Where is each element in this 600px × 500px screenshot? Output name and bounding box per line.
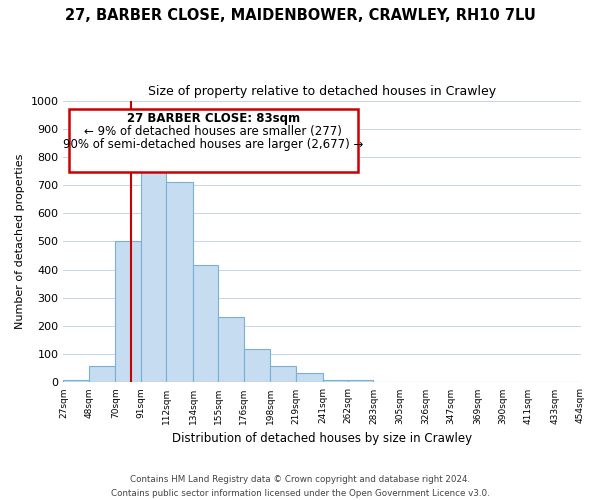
- Bar: [89, 366, 115, 382]
- FancyBboxPatch shape: [68, 109, 358, 172]
- Text: 90% of semi-detached houses are larger (2,677) →: 90% of semi-detached houses are larger (…: [63, 138, 364, 151]
- Bar: [244, 349, 271, 382]
- Text: 27 BARBER CLOSE: 83sqm: 27 BARBER CLOSE: 83sqm: [127, 112, 300, 126]
- Bar: [218, 317, 244, 382]
- Bar: [141, 152, 166, 382]
- Title: Size of property relative to detached houses in Crawley: Size of property relative to detached ho…: [148, 85, 496, 98]
- Bar: [296, 373, 323, 382]
- Bar: [271, 366, 296, 382]
- Bar: [115, 242, 141, 382]
- Bar: [166, 182, 193, 382]
- Text: ← 9% of detached houses are smaller (277): ← 9% of detached houses are smaller (277…: [85, 126, 343, 138]
- Bar: [64, 380, 89, 382]
- Bar: [193, 266, 218, 382]
- Text: 27, BARBER CLOSE, MAIDENBOWER, CRAWLEY, RH10 7LU: 27, BARBER CLOSE, MAIDENBOWER, CRAWLEY, …: [65, 8, 535, 22]
- Bar: [323, 380, 348, 382]
- Bar: [348, 380, 373, 382]
- Y-axis label: Number of detached properties: Number of detached properties: [15, 154, 25, 329]
- Text: Contains HM Land Registry data © Crown copyright and database right 2024.
Contai: Contains HM Land Registry data © Crown c…: [110, 476, 490, 498]
- X-axis label: Distribution of detached houses by size in Crawley: Distribution of detached houses by size …: [172, 432, 472, 445]
